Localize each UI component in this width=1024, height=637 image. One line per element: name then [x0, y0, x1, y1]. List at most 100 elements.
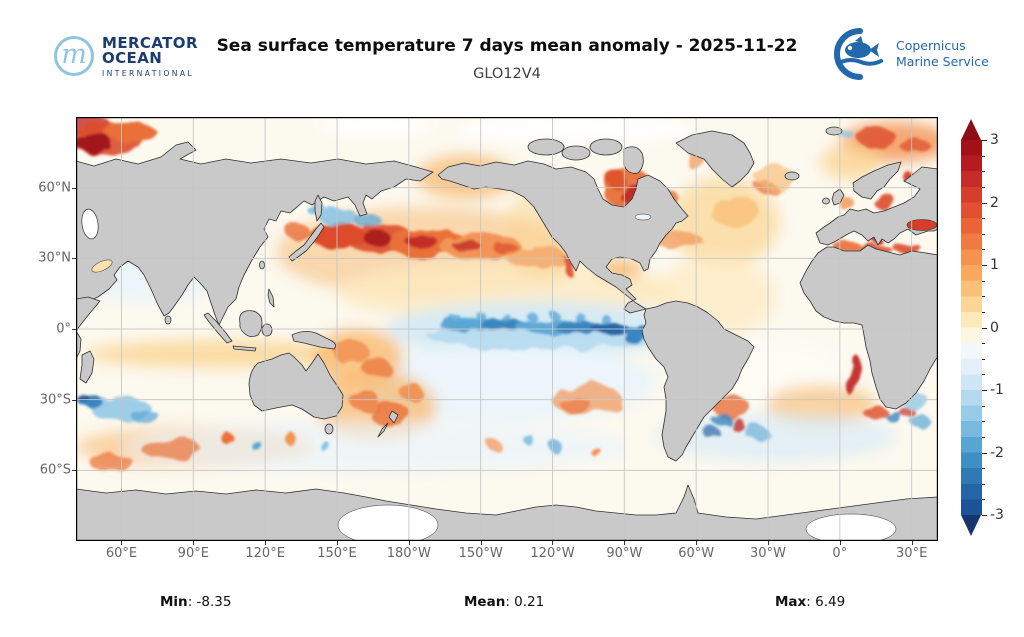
colorbar-minor-tick	[982, 358, 985, 360]
colorbar-minor-tick	[982, 343, 985, 345]
x-tick-mark	[624, 541, 626, 545]
colorbar-major-tick	[982, 265, 987, 266]
colorbar-major-tick	[982, 515, 987, 516]
x-tick-mark	[552, 541, 554, 545]
x-tick-mark	[193, 541, 195, 545]
y-tick-mark	[72, 258, 76, 260]
landmass-tasmania	[324, 423, 334, 435]
x-tick-mark	[839, 541, 841, 545]
colorbar-minor-tick	[982, 296, 985, 298]
colorbar-major-tick	[982, 202, 987, 204]
colorbar-minor-tick	[982, 468, 985, 470]
y-tick-label: 60°N	[38, 180, 71, 196]
x-tick-label: 90°E	[177, 546, 209, 561]
y-tick-label: 60°S	[39, 462, 71, 478]
landmass-north-america	[437, 160, 689, 314]
x-tick-mark	[121, 541, 123, 545]
colorbar-minor-tick	[982, 405, 985, 407]
y-tick-label: 30°S	[39, 392, 71, 408]
colorbar-tick-label: 2	[990, 194, 999, 211]
landmass-madagascar	[79, 350, 95, 384]
landmass-java	[232, 345, 257, 352]
colorbar-tick-label: 3	[990, 132, 999, 148]
landmass-new-zealand-north	[388, 410, 399, 424]
graticule-gridlines	[76, 117, 938, 541]
landmass-scandinavia	[852, 161, 902, 200]
mercator-name-line1: MERCATOR	[102, 34, 198, 52]
landmass-sakhalin	[314, 194, 323, 222]
y-tick-mark	[72, 470, 76, 472]
colorbar-major-tick	[982, 327, 987, 329]
x-tick-mark	[696, 541, 698, 545]
colorbar-minor-tick	[982, 499, 985, 501]
colorbar-minor-tick	[982, 421, 985, 423]
y-tick-label: 0°	[56, 321, 71, 337]
landmass-iceland	[784, 171, 800, 181]
figure-subtitle: GLO12V4	[473, 66, 541, 82]
colorbar-major-tick	[982, 140, 987, 141]
landmass-japan	[288, 222, 325, 262]
landmass-arctic-islands-1	[527, 138, 565, 156]
x-tick-mark	[408, 541, 410, 545]
x-tick-label: 150°W	[458, 546, 503, 561]
figure-title: Sea surface temperature 7 days mean anom…	[216, 36, 798, 56]
colorbar-major-tick	[982, 452, 987, 454]
mercator-monogram-icon: m	[54, 36, 94, 76]
y-tick-mark	[72, 329, 76, 330]
stat-separator: :	[806, 594, 816, 610]
x-tick-label: 0°	[832, 546, 848, 561]
x-tick-mark	[480, 541, 482, 545]
stat-min: Min: -8.35	[160, 594, 231, 610]
landmass-east-africa-edge	[76, 330, 82, 360]
copernicus-wordmark: Copernicus Marine Service	[896, 38, 989, 69]
y-tick-label: 30°N	[38, 250, 71, 266]
x-tick-label: 60°W	[678, 546, 715, 561]
landmass-borneo	[239, 310, 263, 337]
colorbar-tick-label: -1	[990, 382, 1004, 398]
x-tick-label: 30°E	[896, 546, 928, 561]
landmass-new-guinea	[291, 331, 336, 350]
colorbar-minor-tick	[982, 483, 985, 485]
colorbar-minor-tick	[982, 186, 985, 188]
copernicus-marine-logo: Copernicus Marine Service	[831, 28, 989, 80]
landmass-new-zealand-south	[377, 422, 389, 438]
world-sst-anomaly-map	[76, 117, 938, 541]
x-tick-mark	[265, 541, 267, 545]
colorbar-major-tick	[982, 390, 987, 391]
x-tick-label: 120°E	[245, 546, 285, 561]
colorbar-tick-label: 0	[990, 319, 999, 336]
stat-mean-label: Mean	[464, 594, 506, 610]
landmass-baffin	[623, 146, 644, 174]
caspian-sea	[81, 208, 99, 240]
colorbar-tick-label: -2	[990, 444, 1004, 461]
landmass-south-america	[641, 300, 755, 462]
y-tick-mark	[72, 187, 76, 189]
x-tick-label: 90°W	[606, 546, 643, 561]
stat-separator: :	[505, 594, 515, 610]
stat-min-label: Min	[160, 594, 188, 610]
stat-mean: Mean: 0.21	[464, 594, 544, 610]
landmass-sri-lanka	[164, 315, 172, 325]
x-tick-mark	[336, 541, 338, 545]
landmass-africa	[799, 244, 938, 410]
landmass-antarctica	[76, 484, 938, 541]
colorbar-over-arrow	[961, 119, 981, 140]
landmass-sulawesi	[261, 323, 273, 337]
stat-max-label: Max	[775, 594, 807, 610]
colorbar-minor-tick	[982, 374, 985, 376]
landmass-australia	[248, 352, 344, 420]
colorbar-minor-tick	[982, 233, 985, 235]
stat-mean-value: 0.21	[514, 594, 545, 610]
map-area	[76, 117, 938, 541]
colorbar-minor-tick	[982, 171, 985, 173]
ross-ice-shelf	[337, 504, 439, 541]
mercator-name-line2: OCEAN	[102, 49, 163, 68]
colorbar-minor-tick	[982, 155, 985, 157]
x-tick-label: 180°W	[386, 546, 431, 561]
x-tick-label: 150°E	[317, 546, 357, 561]
stat-separator: :	[187, 594, 197, 610]
landmass-arctic-islands-2	[561, 145, 591, 161]
colorbar-minor-tick	[982, 249, 985, 251]
colorbar-tick-label: -3	[990, 507, 1004, 523]
